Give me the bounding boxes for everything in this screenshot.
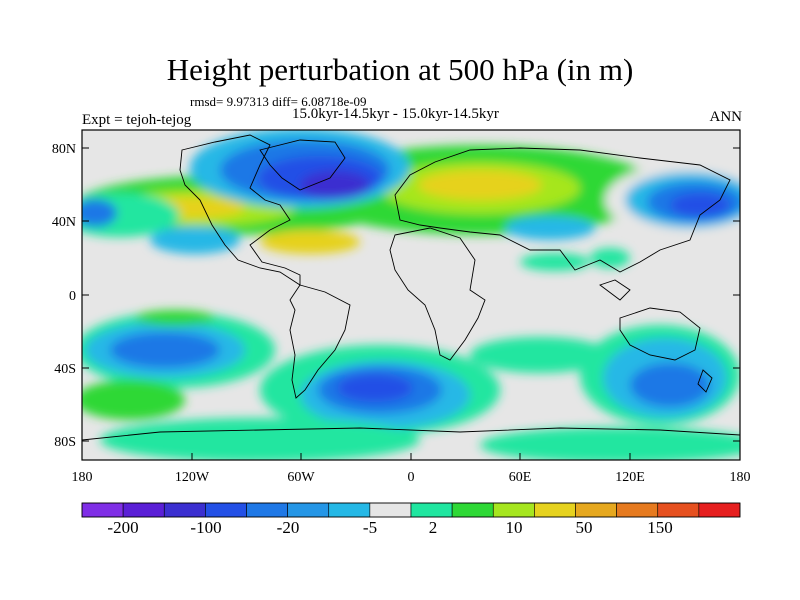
contour-band <box>480 427 740 460</box>
lon-label-60e: 60E <box>509 470 532 485</box>
colorbar-label: -200 <box>107 518 138 537</box>
lat-label-40s: 40S <box>54 362 76 377</box>
colorbar-cell <box>287 502 330 518</box>
contour-band <box>150 226 240 254</box>
colorbar-cell <box>163 502 206 518</box>
colorbar-label: -20 <box>277 518 300 537</box>
contour-band <box>337 374 413 402</box>
colorbar-cell <box>698 502 741 518</box>
contour-band <box>82 380 185 420</box>
contour-band <box>590 248 630 268</box>
rmsd-diff-stats: rmsd= 9.97313 diff= 6.08718e-09 <box>190 94 367 109</box>
experiment-label: Expt = tejoh-tejog <box>82 112 192 128</box>
new-zealand-outline <box>697 369 713 393</box>
colorbar-label: 50 <box>576 518 593 537</box>
colorbar-label: -5 <box>363 518 377 537</box>
south-america-outline <box>289 284 351 399</box>
colorbar-cell <box>205 502 247 518</box>
plot-title: Height perturbation at 500 hPa (in m) <box>166 52 634 87</box>
colorbar-cell <box>246 502 288 518</box>
map-plot-area <box>81 129 741 461</box>
colorbar-cells <box>81 502 741 518</box>
colorbar-cell <box>369 502 412 518</box>
colorbar-label: 150 <box>647 518 673 537</box>
contour-band <box>110 332 220 368</box>
colorbar-cell <box>410 502 453 518</box>
season-label: ANN <box>709 109 743 125</box>
colorbar-cell <box>451 502 494 518</box>
contour-band <box>300 171 370 199</box>
lon-label-0: 0 <box>408 470 415 485</box>
colorbar-frame <box>81 502 741 518</box>
contour-band <box>260 230 360 254</box>
contour-band <box>82 199 117 227</box>
coastlines <box>82 134 740 441</box>
contour-band <box>418 170 542 200</box>
colorbar-label: -100 <box>190 518 221 537</box>
colorbar-cell <box>657 502 700 518</box>
colorbar-cell <box>81 502 124 518</box>
colorbar: -200 -100 -20 -5 2 10 50 150 <box>81 502 741 537</box>
contour-field <box>82 130 740 460</box>
longitude-axis: 180 120W 60W 0 60E 120E 180 <box>72 453 751 485</box>
eurasia-outline <box>394 147 731 273</box>
maritime-continent-outline <box>599 279 631 301</box>
contour-band <box>135 310 215 326</box>
lon-label-180w: 180 <box>72 470 93 485</box>
contour-band <box>505 216 595 240</box>
lon-label-120w: 120W <box>175 470 210 485</box>
contour-band <box>100 418 420 460</box>
latitude-axis: 80N 40N 0 40S 80S <box>52 142 740 450</box>
contour-band <box>82 193 180 237</box>
contour-band <box>670 193 730 217</box>
lon-label-180e: 180 <box>730 470 751 485</box>
north-america-outline <box>179 134 301 286</box>
colorbar-cell <box>122 502 165 518</box>
africa-outline <box>389 227 486 361</box>
colorbar-label: 10 <box>506 518 523 537</box>
greenland-outline <box>259 139 346 191</box>
colorbar-cell <box>575 502 617 518</box>
antarctica-outline <box>82 427 740 441</box>
contour-band <box>630 363 710 407</box>
lat-label-0: 0 <box>69 289 76 304</box>
lon-label-60w: 60W <box>287 470 315 485</box>
colorbar-cell <box>534 502 576 518</box>
lat-label-80s: 80S <box>54 435 76 450</box>
colorbar-cell <box>328 502 371 518</box>
period-label: 15.0kyr-14.5kyr - 15.0kyr-14.5kyr <box>292 106 499 122</box>
australia-outline <box>619 307 701 361</box>
lon-label-120e: 120E <box>615 470 645 485</box>
colorbar-cell <box>492 502 535 518</box>
lat-label-80n: 80N <box>52 142 76 157</box>
colorbar-label: 2 <box>429 518 438 537</box>
contour-band <box>470 337 610 373</box>
lat-label-40n: 40N <box>52 215 76 230</box>
colorbar-cell <box>616 502 659 518</box>
